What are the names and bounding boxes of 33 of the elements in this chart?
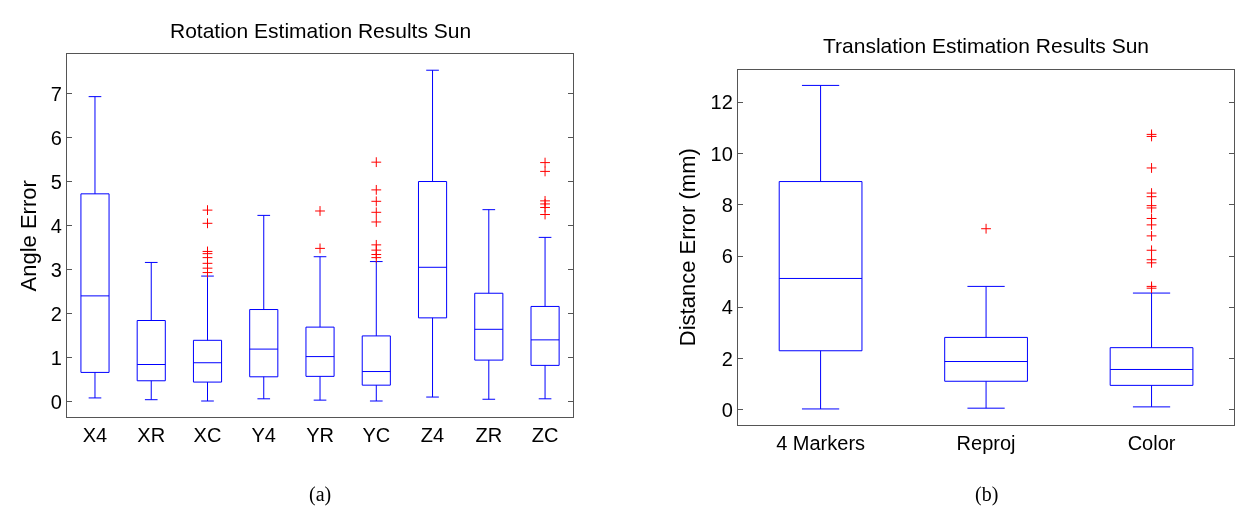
x-tick-label: Color xyxy=(1127,431,1176,454)
text: (b) xyxy=(975,483,999,506)
x-tick-label: X4 xyxy=(82,424,108,447)
y-tick-label: 6 xyxy=(50,126,62,149)
y-tick-label: 8 xyxy=(721,193,733,216)
y-tick-label: 0 xyxy=(721,398,733,421)
y-tick-label: 2 xyxy=(50,302,62,325)
y-tick-label: 5 xyxy=(50,170,62,193)
chart-title: Rotation Estimation Results Sun xyxy=(170,19,472,42)
x-tick-label: YR xyxy=(306,424,334,447)
y-tick-label: 4 xyxy=(721,296,733,319)
x-tick-label: XR xyxy=(137,424,166,447)
chart-title: Translation Estimation Results Sun xyxy=(823,34,1150,57)
y-axis-title: Distance Error (mm) xyxy=(675,148,701,347)
y-tick-label: 3 xyxy=(50,258,62,281)
x-tick-label: 4 Markers xyxy=(776,431,866,454)
y-tick-label: 10 xyxy=(710,142,733,165)
y-axis-title: Angle Error xyxy=(15,180,41,292)
y-tick-label: 4 xyxy=(50,214,62,237)
x-tick-label: XC xyxy=(193,424,222,447)
text: (a) xyxy=(309,483,332,506)
x-tick-label: Z4 xyxy=(420,424,445,447)
y-tick-label: 2 xyxy=(721,347,733,370)
x-tick-label: Y4 xyxy=(251,424,276,447)
y-tick-label: 7 xyxy=(50,82,62,105)
x-tick-label: ZC xyxy=(531,424,559,447)
y-tick-label: 1 xyxy=(50,346,62,369)
y-tick-label: 6 xyxy=(721,245,733,268)
y-tick-label: 12 xyxy=(710,91,733,114)
x-tick-label: Reproj xyxy=(956,431,1016,454)
x-tick-label: YC xyxy=(362,424,391,447)
x-tick-label: ZR xyxy=(475,424,503,447)
y-tick-label: 0 xyxy=(50,390,62,413)
